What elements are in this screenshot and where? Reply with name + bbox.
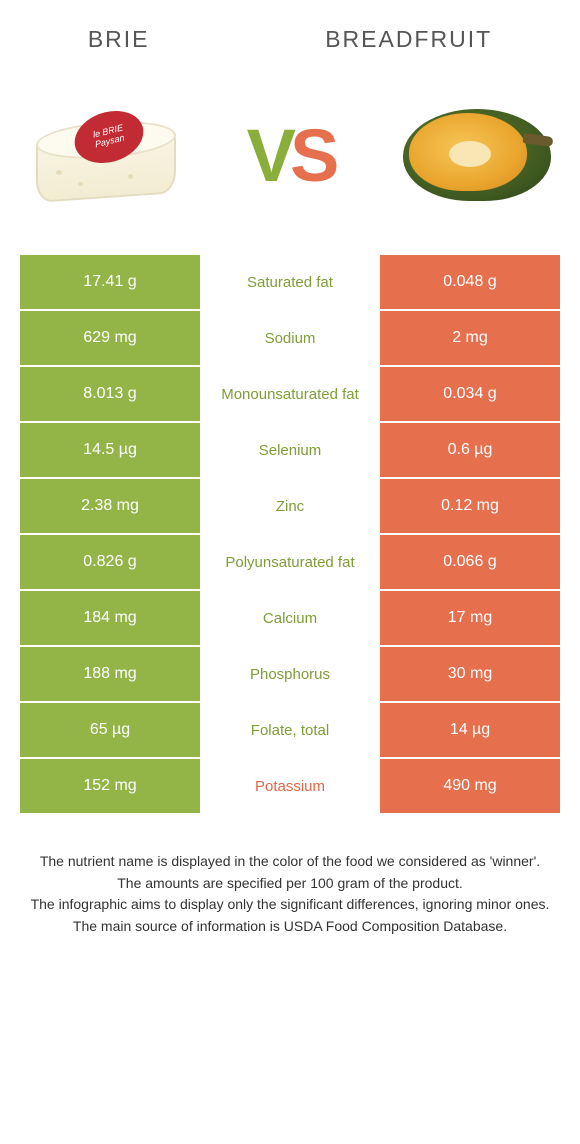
table-row: 629 mgSodium2 mg [20,311,560,367]
nutrient-label: Selenium [200,423,380,479]
value-left: 17.41 g [20,255,200,311]
value-left: 0.826 g [20,535,200,591]
value-left: 184 mg [20,591,200,647]
footer-line-2: The amounts are specified per 100 gram o… [30,873,550,895]
table-row: 184 mgCalcium17 mg [20,591,560,647]
brie-image: le BRIE Paysan [20,85,190,225]
value-right: 17 mg [380,591,560,647]
nutrient-label: Calcium [200,591,380,647]
value-left: 8.013 g [20,367,200,423]
images-row: le BRIE Paysan VS [0,65,580,245]
vs-v: V [247,114,290,197]
table-row: 2.38 mgZinc0.12 mg [20,479,560,535]
table-row: 0.826 gPolyunsaturated fat0.066 g [20,535,560,591]
breadfruit-image [390,85,560,225]
value-right: 490 mg [380,759,560,815]
value-left: 629 mg [20,311,200,367]
table-row: 17.41 gSaturated fat0.048 g [20,255,560,311]
value-right: 0.6 µg [380,423,560,479]
value-left: 65 µg [20,703,200,759]
nutrient-label: Folate, total [200,703,380,759]
value-right: 30 mg [380,647,560,703]
value-right: 14 µg [380,703,560,759]
nutrient-label: Phosphorus [200,647,380,703]
table-row: 188 mgPhosphorus30 mg [20,647,560,703]
value-right: 2 mg [380,311,560,367]
value-right: 0.12 mg [380,479,560,535]
nutrient-label: Polyunsaturated fat [200,535,380,591]
footer-notes: The nutrient name is displayed in the co… [30,851,550,938]
value-left: 152 mg [20,759,200,815]
footer-line-4: The main source of information is USDA F… [30,916,550,938]
value-left: 188 mg [20,647,200,703]
value-right: 0.048 g [380,255,560,311]
table-row: 65 µgFolate, total14 µg [20,703,560,759]
nutrient-label: Saturated fat [200,255,380,311]
value-right: 0.066 g [380,535,560,591]
table-row: 8.013 gMonounsaturated fat0.034 g [20,367,560,423]
header: Brie Breadfruit [0,0,580,65]
value-right: 0.034 g [380,367,560,423]
value-left: 14.5 µg [20,423,200,479]
footer-line-3: The infographic aims to display only the… [30,894,550,916]
food-a-title: Brie [88,26,150,53]
infographic-root: Brie Breadfruit le BRIE Paysan VS [0,0,580,938]
nutrient-label: Monounsaturated fat [200,367,380,423]
value-left: 2.38 mg [20,479,200,535]
nutrient-label: Zinc [200,479,380,535]
vs-s: S [290,114,333,197]
table-row: 152 mgPotassium490 mg [20,759,560,815]
nutrient-table: 17.41 gSaturated fat0.048 g629 mgSodium2… [20,255,560,815]
footer-line-1: The nutrient name is displayed in the co… [30,851,550,873]
nutrient-label: Potassium [200,759,380,815]
vs-label: VS [247,113,334,198]
table-row: 14.5 µgSelenium0.6 µg [20,423,560,479]
food-b-title: Breadfruit [325,26,492,53]
nutrient-label: Sodium [200,311,380,367]
